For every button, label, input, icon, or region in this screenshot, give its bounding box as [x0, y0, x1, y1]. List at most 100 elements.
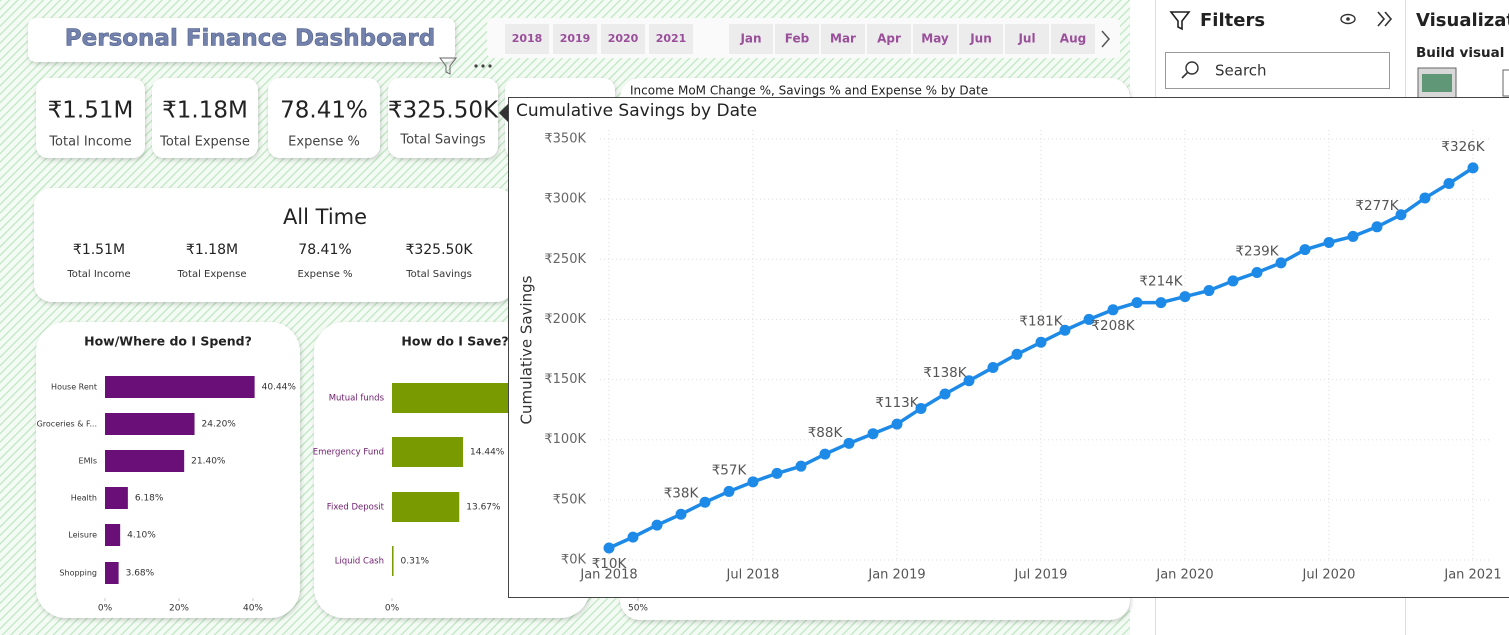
bar [105, 487, 128, 509]
x-tick-label: Jul 2020 [1302, 568, 1356, 583]
month-button[interactable] [959, 24, 1003, 54]
kpi-card [36, 78, 145, 158]
data-point [1203, 285, 1215, 297]
month-button[interactable] [821, 24, 865, 54]
y-tick-label: ₹150K [544, 372, 586, 387]
year-button[interactable] [649, 24, 693, 54]
data-point [1299, 244, 1311, 256]
month-label: Apr [877, 32, 901, 46]
data-point [1083, 313, 1095, 325]
more-options-dot[interactable] [488, 64, 492, 68]
data-label: 0.31% [401, 557, 430, 567]
x-tick-label: 40% [243, 604, 263, 614]
bar [105, 562, 119, 584]
data-point [987, 362, 999, 374]
month-button[interactable] [775, 24, 819, 54]
data-point [771, 467, 783, 479]
y-tick-label: ₹300K [544, 192, 586, 207]
month-button[interactable] [729, 24, 773, 54]
year-button[interactable] [601, 24, 645, 54]
data-label: ₹88K [808, 425, 844, 441]
focus-visual: Cumulative Savings by Date Cumulative Sav… [499, 97, 1509, 598]
data-point [747, 476, 759, 488]
x-tick-label: Jan 2018 [579, 568, 637, 583]
x-tick-label: 0% [98, 604, 113, 614]
data-point [1347, 230, 1359, 242]
data-label: 14.44% [470, 448, 505, 458]
data-point [1275, 257, 1287, 269]
x-tick-label: Jul 2018 [726, 568, 780, 583]
year-button[interactable] [553, 24, 597, 54]
kpi-label: Expense % [288, 135, 360, 150]
search-box[interactable] [1165, 52, 1390, 89]
all-time-value: ₹1.18M [186, 242, 238, 258]
data-point [891, 418, 903, 430]
chart-title: Cumulative Savings by Date [516, 101, 757, 121]
x-tick-label: Jul 2019 [1014, 568, 1068, 583]
y-tick-label: ₹350K [544, 132, 586, 147]
more-options-dot[interactable] [481, 64, 485, 68]
data-label: 40.44% [262, 383, 297, 393]
chart-title: How/Where do I Spend? [84, 334, 252, 349]
kpi-label: Total Income [48, 135, 131, 150]
data-point [843, 437, 855, 449]
all-time-value: 78.41% [298, 242, 351, 258]
data-label: 21.40% [191, 457, 226, 467]
all-time-title: All Time [283, 205, 367, 229]
bar [105, 524, 121, 546]
focus-panel [508, 97, 1509, 598]
collapse-icon[interactable] [1377, 11, 1393, 27]
all-time-label: Total Income [66, 269, 130, 280]
x-tick-label: 50% [628, 604, 648, 614]
month-label: Feb [785, 32, 810, 46]
month-label: Jan [739, 32, 761, 46]
visual-icon[interactable] [1502, 69, 1509, 97]
data-point [723, 485, 735, 497]
data-label: 13.67% [466, 503, 501, 513]
data-point [1467, 162, 1479, 174]
category-label: Health [71, 494, 97, 503]
month-button[interactable] [913, 24, 957, 54]
data-point [627, 531, 639, 543]
data-point [1059, 324, 1071, 336]
data-point [1035, 336, 1047, 348]
data-point [651, 519, 663, 531]
scroll-right[interactable] [1101, 30, 1110, 48]
data-point [1371, 221, 1383, 233]
data-point [915, 402, 927, 414]
year-button[interactable] [505, 24, 549, 54]
search-icon-handle [1181, 71, 1189, 79]
month-label: Jul [1017, 32, 1035, 46]
data-point [1011, 348, 1023, 360]
month-label: Jun [969, 32, 992, 46]
data-label: ₹326K [1441, 139, 1485, 155]
more-options-dot[interactable] [474, 64, 478, 68]
visibility-icon-pupil [1346, 17, 1350, 21]
filters-icon [1169, 11, 1191, 31]
bar [392, 437, 464, 467]
search-placeholder: Search [1215, 62, 1267, 80]
data-label: ₹277K [1355, 198, 1399, 214]
year-label: 2019 [560, 32, 591, 45]
x-tick-label: Jan 2021 [1443, 568, 1501, 583]
month-button[interactable] [867, 24, 911, 54]
background-chart-title: Income MoM Change %, Savings % and Expen… [630, 84, 988, 98]
kpi-value: ₹1.18M [162, 98, 248, 124]
category-label: Liquid Cash [335, 557, 384, 567]
data-point [1443, 178, 1455, 190]
bar [105, 450, 185, 472]
filter-icon[interactable] [439, 57, 457, 75]
visibility-icon[interactable] [1340, 13, 1356, 25]
data-point [963, 375, 975, 387]
chart-title: How do I Save? [401, 334, 508, 349]
visual-icon-inner [1422, 74, 1452, 92]
month-button[interactable] [1005, 24, 1049, 54]
kpi-value: ₹1.51M [48, 98, 134, 124]
month-button[interactable] [1051, 24, 1095, 54]
year-label: 2020 [608, 32, 639, 45]
category-label: Leisure [68, 531, 97, 540]
data-point [1227, 275, 1239, 287]
month-label: Mar [830, 32, 856, 46]
